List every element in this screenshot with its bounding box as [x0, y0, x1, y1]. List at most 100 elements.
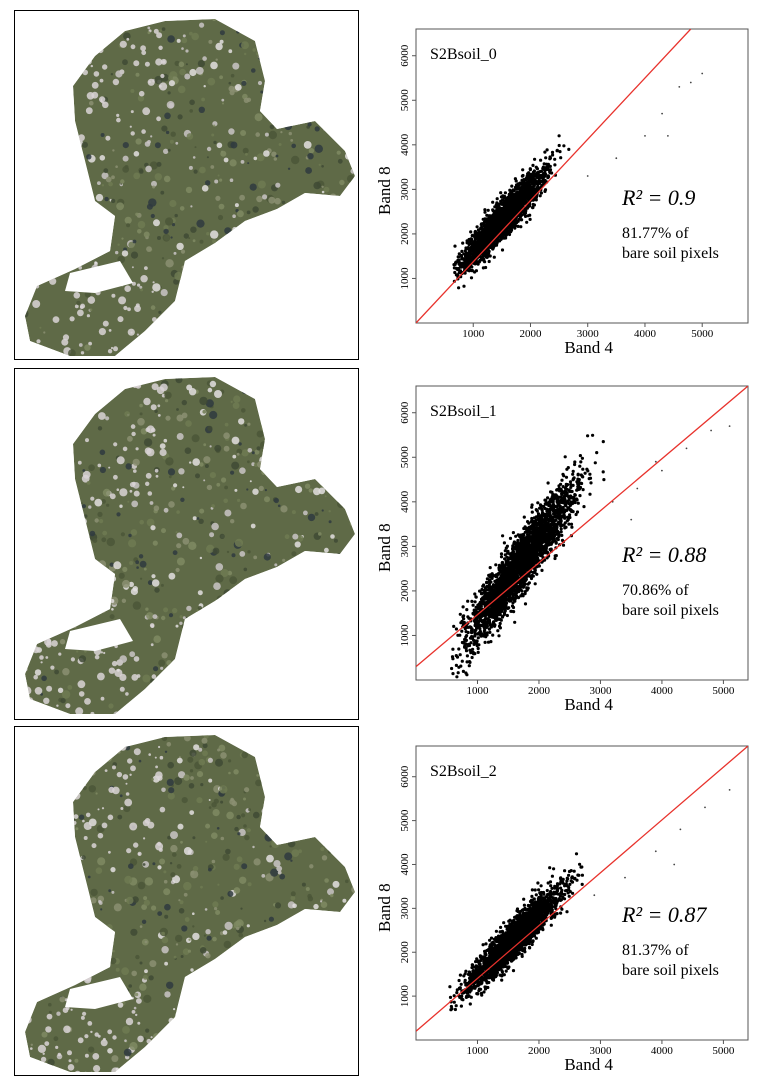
data-point	[557, 134, 561, 138]
data-point	[569, 500, 573, 504]
data-point	[456, 633, 460, 637]
data-point	[465, 253, 469, 257]
data-point	[460, 619, 464, 623]
data-point	[472, 234, 476, 238]
data-point	[523, 602, 528, 606]
data-point	[511, 593, 515, 597]
data-point	[512, 189, 516, 193]
data-point	[490, 226, 494, 230]
data-point	[471, 647, 475, 651]
data-point	[546, 174, 550, 178]
data-point	[521, 190, 525, 194]
x-tick-label: 2000	[519, 328, 542, 340]
data-point	[565, 491, 569, 495]
data-point	[460, 262, 464, 267]
data-point	[543, 188, 548, 192]
data-point	[532, 184, 536, 188]
data-point	[465, 241, 469, 245]
data-point	[523, 530, 527, 534]
data-point	[510, 215, 514, 219]
data-point	[470, 627, 474, 631]
outlier-point	[644, 135, 646, 137]
data-point	[511, 207, 515, 211]
data-point	[461, 669, 465, 673]
data-point	[486, 640, 491, 644]
map-image-0	[25, 19, 355, 356]
data-point	[480, 587, 484, 592]
data-point	[535, 523, 539, 527]
data-point	[542, 162, 546, 166]
data-point	[503, 211, 507, 215]
data-point	[508, 552, 512, 556]
data-point	[484, 229, 488, 233]
data-point	[476, 646, 480, 651]
data-point	[490, 585, 494, 589]
data-point	[457, 647, 461, 651]
data-point	[450, 655, 455, 659]
data-point	[455, 655, 460, 659]
data-point	[483, 620, 487, 625]
data-point	[511, 550, 515, 554]
data-point	[518, 584, 522, 588]
data-point	[489, 214, 493, 219]
data-point	[482, 234, 486, 238]
data-point	[569, 485, 573, 489]
data-point	[493, 205, 497, 209]
data-point	[527, 542, 531, 546]
data-point	[516, 219, 520, 223]
data-point	[481, 247, 485, 251]
data-point	[458, 612, 462, 616]
data-point	[460, 659, 464, 663]
data-point	[535, 180, 539, 184]
data-point	[530, 510, 534, 514]
data-point	[524, 187, 528, 192]
x-axis-label: Band 4	[564, 338, 613, 357]
data-point	[587, 477, 591, 481]
data-point	[549, 522, 553, 527]
data-point	[497, 578, 501, 582]
data-point	[471, 611, 475, 616]
data-point	[546, 496, 550, 500]
data-point	[465, 654, 469, 658]
data-point	[470, 655, 474, 660]
data-point	[497, 217, 501, 221]
data-point	[502, 208, 506, 213]
data-point	[538, 524, 542, 528]
data-point	[561, 543, 566, 547]
data-point	[505, 598, 509, 602]
data-point	[506, 228, 510, 232]
data-point	[498, 621, 502, 626]
data-point	[580, 481, 584, 486]
data-point	[473, 619, 477, 623]
data-point	[537, 175, 541, 180]
data-point	[506, 210, 510, 214]
data-point	[499, 191, 503, 195]
data-point	[501, 194, 505, 198]
data-point	[506, 560, 510, 564]
data-point	[528, 204, 532, 208]
data-point	[493, 216, 497, 220]
data-point	[573, 500, 577, 505]
data-point	[578, 494, 582, 498]
map-image-1	[25, 377, 355, 714]
data-point	[519, 553, 524, 557]
data-point	[454, 663, 458, 667]
data-point	[586, 434, 590, 438]
data-point	[543, 172, 547, 176]
data-point	[521, 195, 525, 199]
satellite-map-1	[14, 368, 359, 720]
data-point	[475, 235, 479, 240]
outlier-point	[586, 175, 589, 177]
outlier-point	[667, 135, 669, 137]
data-point	[515, 207, 519, 211]
data-point	[466, 259, 470, 263]
data-point	[497, 634, 501, 638]
data-point	[478, 250, 482, 254]
data-point	[453, 270, 457, 275]
data-point	[494, 563, 498, 567]
data-point	[523, 536, 527, 540]
data-point	[536, 559, 540, 563]
x-tick-label: 3000	[577, 328, 600, 340]
data-point	[533, 551, 537, 555]
data-point	[585, 467, 589, 471]
